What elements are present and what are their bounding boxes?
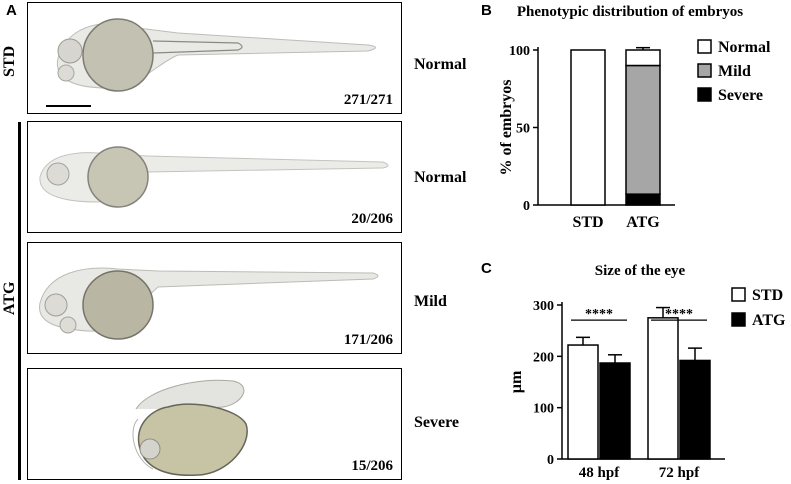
bar-segment-severe — [625, 193, 661, 206]
embryo-drawing-mild — [39, 267, 379, 340]
x-tick-label: 48 hpf — [579, 465, 620, 481]
bar-segment-mild — [625, 64, 661, 195]
bar-atg — [599, 362, 631, 460]
significance-label: **** — [585, 307, 613, 322]
legend-label: ATG — [752, 312, 786, 329]
y-tick-label: 300 — [533, 299, 554, 314]
x-tick-label: STD — [572, 214, 603, 231]
legend-swatch — [697, 63, 712, 78]
bar-std — [647, 317, 679, 460]
bar-segment-normal — [570, 49, 606, 206]
embryo-drawing-normal — [39, 146, 389, 208]
bar-atg — [679, 359, 711, 460]
panel-a-letter: A — [6, 2, 17, 19]
y-tick-label: 0 — [523, 199, 530, 214]
x-tick-label: 72 hpf — [659, 465, 700, 481]
embryo-count: 20/206 — [351, 211, 393, 227]
y-tick-label: 200 — [533, 350, 554, 365]
legend-swatch — [731, 287, 746, 302]
legend-swatch — [697, 39, 712, 54]
atg-group-bracket — [18, 122, 21, 480]
embryo-image-std: 271/271 — [27, 2, 402, 114]
chart-title: Size of the eye — [595, 263, 686, 279]
scale-bar — [46, 105, 91, 107]
legend-label: Normal — [718, 39, 771, 56]
y-axis-label: % of embryos — [498, 80, 515, 176]
y-tick-label: 100 — [533, 402, 554, 417]
embryo-drawing-severe — [132, 379, 248, 477]
std-group-label: STD — [1, 45, 18, 77]
legend-label: Mild — [718, 63, 751, 80]
phenotype-stacked-bar-chart: Phenotypic distribution of embryos % of e… — [498, 4, 771, 231]
phenotype-label: Normal — [414, 56, 467, 73]
legend-swatch — [731, 312, 746, 327]
y-tick-label: 0 — [547, 453, 554, 468]
y-tick-label: 50 — [516, 122, 530, 137]
panel-b-letter: B — [481, 2, 492, 19]
embryo-image-atg-severe: 15/206 — [27, 368, 402, 480]
embryo-count: 15/206 — [351, 458, 393, 474]
embryo-count: 171/206 — [343, 332, 393, 348]
embryo-image-atg-mild: 171/206 — [27, 242, 402, 354]
significance-label: **** — [665, 307, 693, 322]
atg-group-label: ATG — [1, 281, 18, 315]
eye-size-bar-chart: Size of the eye µm 0 100 200 300 **** 48 hpf ***… — [508, 263, 786, 481]
panel-c-letter: C — [481, 260, 492, 277]
embryo-image-atg-normal: 20/206 — [27, 121, 402, 233]
phenotype-label: Severe — [414, 414, 460, 431]
chart-title: Phenotypic distribution of embryos — [517, 4, 743, 20]
x-tick-label: ATG — [626, 214, 660, 231]
embryo-drawing-normal — [56, 18, 376, 92]
legend-label: STD — [752, 287, 783, 304]
phenotype-label: Normal — [414, 169, 467, 186]
y-axis-label: µm — [508, 370, 525, 393]
y-tick-label: 100 — [509, 44, 530, 59]
bar-std — [567, 344, 599, 460]
legend-swatch — [697, 87, 712, 102]
legend-label: Severe — [718, 87, 763, 104]
phenotype-label: Mild — [414, 293, 447, 310]
bar-segment-normal — [625, 49, 661, 67]
embryo-count: 271/271 — [343, 92, 393, 108]
